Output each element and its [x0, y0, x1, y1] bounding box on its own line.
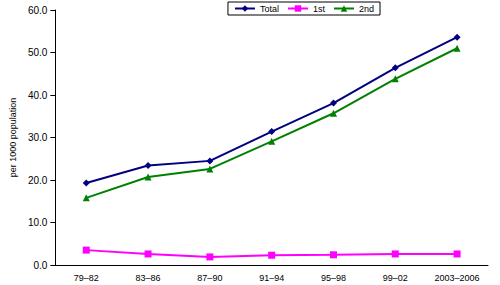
- svg-text:91–94: 91–94: [259, 273, 284, 283]
- svg-text:2003–2006: 2003–2006: [435, 273, 480, 283]
- svg-text:2nd: 2nd: [359, 4, 374, 14]
- svg-text:0.0: 0.0: [33, 260, 47, 271]
- svg-text:30.0: 30.0: [28, 132, 48, 143]
- svg-text:60.0: 60.0: [28, 5, 48, 16]
- svg-text:20.0: 20.0: [28, 175, 48, 186]
- svg-text:50.0: 50.0: [28, 47, 48, 58]
- svg-text:Total: Total: [260, 4, 279, 14]
- svg-text:10.0: 10.0: [28, 217, 48, 228]
- svg-text:99–02: 99–02: [383, 273, 408, 283]
- svg-text:40.0: 40.0: [28, 90, 48, 101]
- svg-text:83–86: 83–86: [136, 273, 161, 283]
- svg-text:87–90: 87–90: [197, 273, 222, 283]
- svg-text:95–98: 95–98: [321, 273, 346, 283]
- svg-text:1st: 1st: [313, 4, 326, 14]
- svg-text:per 1000 population: per 1000 population: [8, 98, 18, 178]
- svg-text:79–82: 79–82: [74, 273, 99, 283]
